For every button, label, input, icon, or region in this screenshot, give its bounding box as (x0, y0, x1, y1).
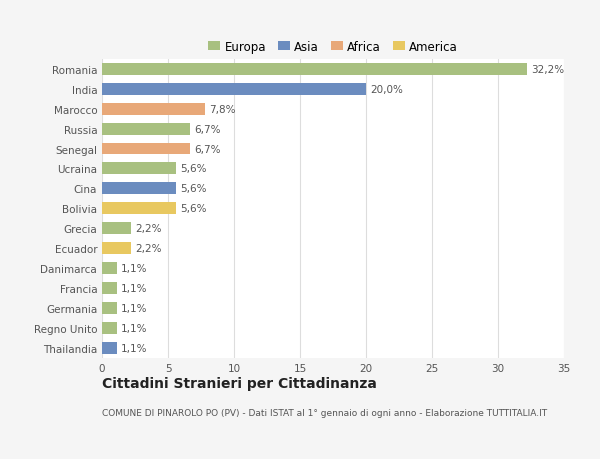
Text: 5,6%: 5,6% (180, 164, 206, 174)
Text: 7,8%: 7,8% (209, 104, 235, 114)
Text: 5,6%: 5,6% (180, 204, 206, 214)
Text: 2,2%: 2,2% (135, 244, 161, 254)
Text: 2,2%: 2,2% (135, 224, 161, 234)
Legend: Europa, Asia, Africa, America: Europa, Asia, Africa, America (203, 36, 463, 58)
Bar (102, 183, 176, 195)
Bar (102, 143, 190, 155)
Text: COMUNE DI PINAROLO PO (PV) - Dati ISTAT al 1° gennaio di ogni anno - Elaborazion: COMUNE DI PINAROLO PO (PV) - Dati ISTAT … (102, 409, 547, 418)
Bar (102, 203, 176, 215)
Bar (102, 103, 205, 115)
Text: 1,1%: 1,1% (121, 323, 147, 333)
Text: 6,7%: 6,7% (194, 144, 221, 154)
Bar (102, 163, 176, 175)
Bar (102, 123, 190, 135)
Bar (102, 64, 527, 76)
Text: 32,2%: 32,2% (531, 65, 564, 75)
Text: 6,7%: 6,7% (194, 124, 221, 134)
Text: 5,6%: 5,6% (180, 184, 206, 194)
Text: 1,1%: 1,1% (121, 283, 147, 293)
Text: 20,0%: 20,0% (370, 84, 403, 95)
Text: 1,1%: 1,1% (121, 263, 147, 274)
Bar (102, 282, 116, 294)
Bar (102, 243, 131, 255)
Bar (102, 342, 116, 354)
Text: 1,1%: 1,1% (121, 343, 147, 353)
Bar (102, 84, 366, 95)
Text: Cittadini Stranieri per Cittadinanza: Cittadini Stranieri per Cittadinanza (102, 376, 377, 390)
Bar (102, 302, 116, 314)
Bar (102, 223, 131, 235)
Bar (102, 322, 116, 334)
Text: 1,1%: 1,1% (121, 303, 147, 313)
Bar (102, 263, 116, 274)
